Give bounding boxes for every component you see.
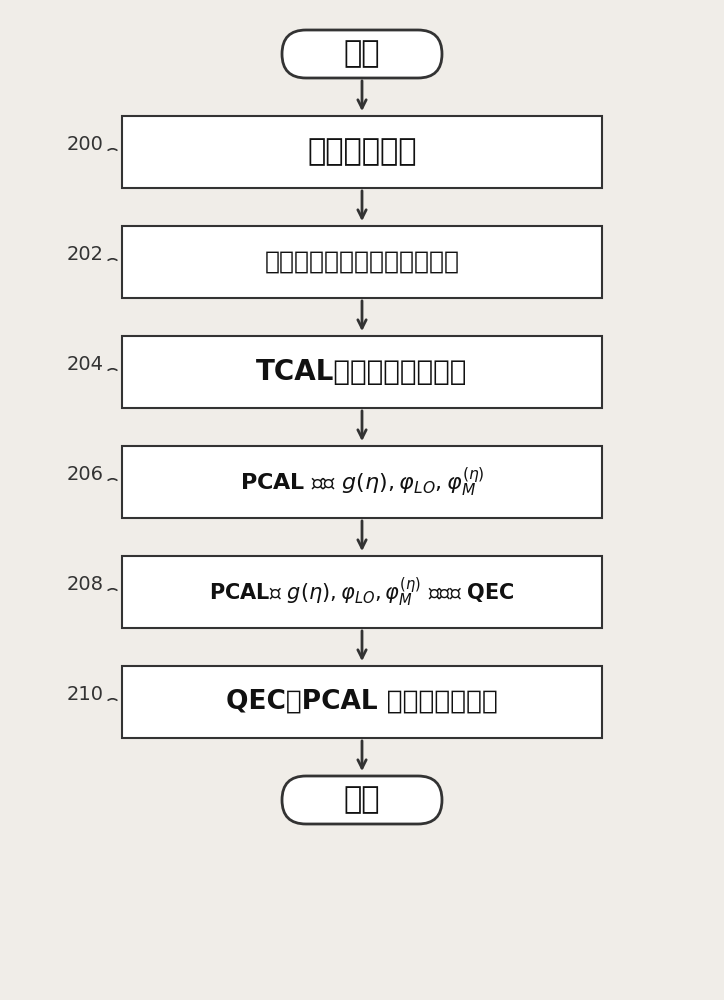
Text: 210: 210 <box>67 684 104 704</box>
Text: TCAL估计总不匹配参数: TCAL估计总不匹配参数 <box>256 358 468 386</box>
Text: 208: 208 <box>67 574 104 593</box>
FancyBboxPatch shape <box>122 226 602 298</box>
Text: 结束: 结束 <box>344 786 380 814</box>
Text: 把测试信号从时域变换到频域: 把测试信号从时域变换到频域 <box>264 250 460 274</box>
Text: 注入测试音调: 注入测试音调 <box>307 137 417 166</box>
Text: 202: 202 <box>67 244 104 263</box>
Text: PCAL把 $g(\eta), \varphi_{LO}, \varphi_M^{(\eta)}$ 发送到 QEC: PCAL把 $g(\eta), \varphi_{LO}, \varphi_M^… <box>209 575 515 609</box>
FancyBboxPatch shape <box>122 336 602 408</box>
Text: 206: 206 <box>67 464 104 484</box>
FancyBboxPatch shape <box>122 446 602 518</box>
Text: QEC把PCAL 估计应用于校正: QEC把PCAL 估计应用于校正 <box>226 689 498 715</box>
Text: 204: 204 <box>67 355 104 373</box>
FancyBboxPatch shape <box>122 666 602 738</box>
Text: 200: 200 <box>67 134 104 153</box>
FancyBboxPatch shape <box>122 116 602 188</box>
FancyBboxPatch shape <box>282 776 442 824</box>
FancyBboxPatch shape <box>282 30 442 78</box>
Text: 开始: 开始 <box>344 39 380 68</box>
FancyBboxPatch shape <box>122 556 602 628</box>
Text: PCAL 估计 $g(\eta), \varphi_{LO}, \varphi_M^{(\eta)}$: PCAL 估计 $g(\eta), \varphi_{LO}, \varphi_… <box>240 465 484 499</box>
